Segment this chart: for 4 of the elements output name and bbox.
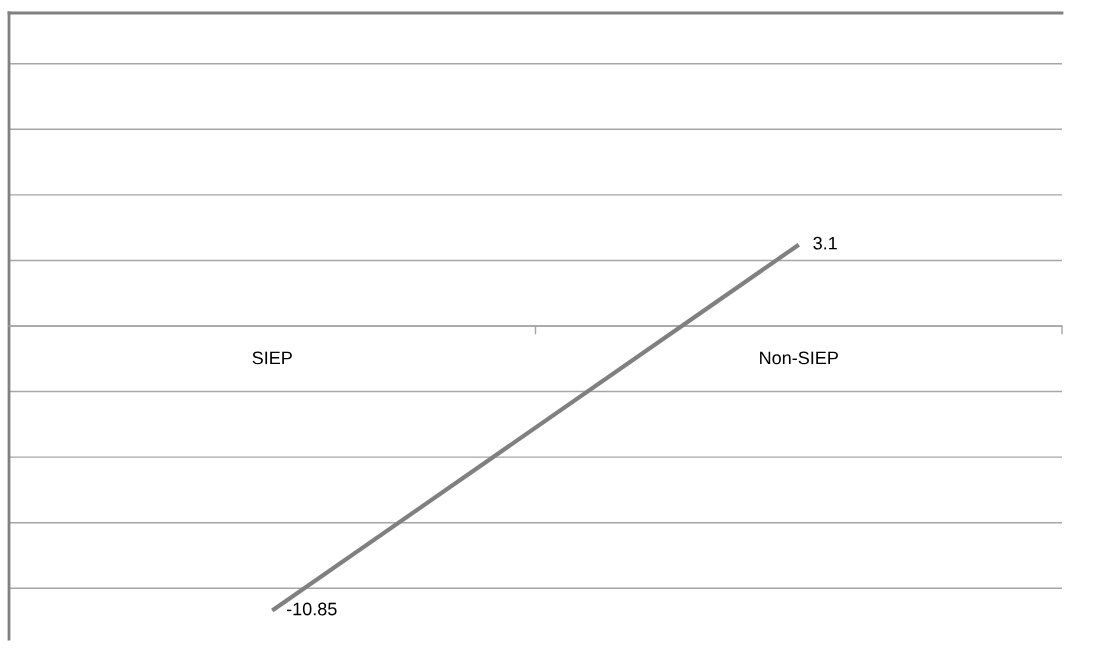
data-label: -10.85 xyxy=(286,602,337,616)
data-label: 3.1 xyxy=(813,236,837,250)
x-tick-label: SIEP xyxy=(252,351,292,365)
x-tick-label: Non-SIEP xyxy=(760,351,838,365)
